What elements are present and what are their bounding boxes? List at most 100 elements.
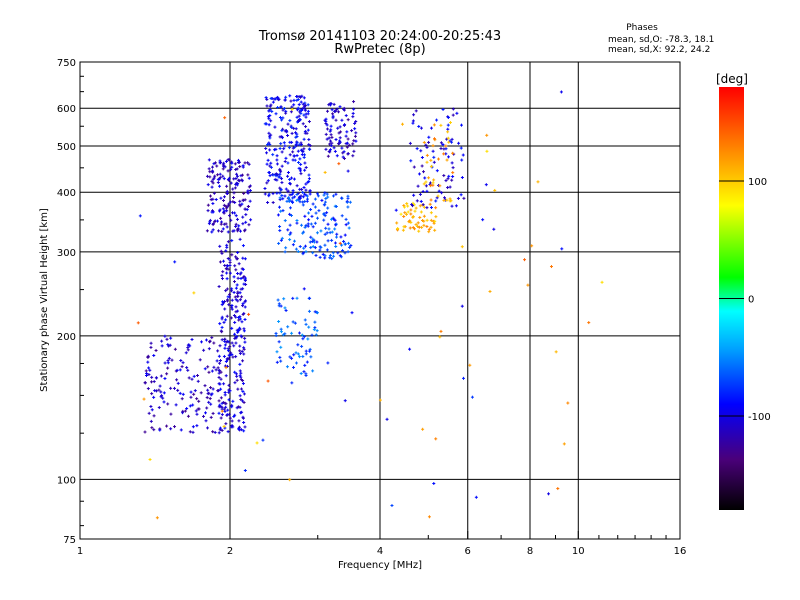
data-point: [236, 178, 240, 182]
data-point: [428, 181, 432, 185]
data-point: [284, 156, 288, 160]
data-point: [268, 108, 272, 112]
data-point: [450, 161, 454, 165]
data-point: [327, 227, 331, 231]
data-point: [314, 211, 318, 215]
data-point: [265, 104, 269, 108]
data-point: [238, 291, 242, 295]
data-point: [401, 122, 405, 126]
data-point: [185, 366, 189, 370]
data-point: [292, 365, 296, 369]
data-point: [150, 375, 154, 379]
data-point: [421, 427, 425, 431]
data-point: [234, 372, 238, 376]
data-point: [228, 258, 232, 262]
data-point: [240, 410, 244, 414]
data-point: [215, 359, 219, 363]
data-point: [225, 206, 229, 210]
data-point: [240, 202, 244, 206]
data-point: [307, 173, 311, 177]
data-point: [283, 160, 287, 164]
data-point: [337, 110, 341, 114]
data-point: [243, 257, 247, 261]
data-point: [276, 105, 280, 109]
data-point: [206, 388, 210, 392]
data-point: [264, 96, 268, 100]
data-point: [240, 320, 244, 324]
data-point: [317, 209, 321, 213]
data-point: [485, 149, 489, 153]
data-point: [236, 299, 240, 303]
data-point: [241, 267, 245, 271]
data-point: [297, 103, 301, 107]
data-point: [220, 413, 224, 417]
data-point: [235, 374, 239, 378]
data-point: [413, 209, 417, 213]
data-point: [218, 172, 222, 176]
data-point: [233, 370, 237, 374]
data-point: [215, 164, 219, 168]
data-point: [289, 110, 293, 114]
data-point: [247, 176, 251, 180]
data-point: [427, 140, 431, 144]
data-point: [333, 109, 337, 113]
data-point: [191, 430, 195, 434]
data-point: [233, 336, 237, 340]
data-point: [160, 394, 164, 398]
data-point: [446, 115, 450, 119]
data-point: [409, 212, 413, 216]
data-point: [218, 382, 222, 386]
data-point: [280, 194, 284, 198]
data-point: [213, 174, 217, 178]
data-point: [173, 425, 177, 429]
data-point: [349, 244, 353, 248]
data-point: [234, 286, 238, 290]
data-point: [163, 377, 167, 381]
data-point: [267, 141, 271, 145]
data-point: [208, 397, 212, 401]
data-point: [325, 192, 329, 196]
data-point: [290, 381, 294, 385]
colorbar-tick-label: 100: [748, 177, 767, 188]
data-point: [241, 399, 245, 403]
data-point: [235, 174, 239, 178]
data-point: [288, 212, 292, 216]
data-point: [298, 157, 302, 161]
data-point: [340, 243, 344, 247]
data-point: [299, 95, 303, 99]
data-point: [278, 355, 282, 359]
data-point: [294, 127, 298, 131]
data-point: [206, 209, 210, 213]
data-point: [213, 220, 217, 224]
data-point: [281, 333, 285, 337]
data-point: [230, 287, 234, 291]
data-point: [222, 164, 226, 168]
data-point: [280, 136, 284, 140]
data-point: [287, 196, 291, 200]
data-point: [429, 164, 433, 168]
data-point: [432, 160, 436, 164]
data-point: [231, 425, 235, 429]
data-point: [225, 413, 229, 417]
data-point: [343, 399, 347, 403]
data-point: [224, 402, 228, 406]
data-point: [278, 196, 282, 200]
data-point: [405, 202, 409, 206]
y-tick-label: 500: [57, 142, 76, 153]
data-point: [226, 349, 230, 353]
data-point: [402, 205, 406, 209]
data-point: [319, 245, 323, 249]
data-point: [409, 220, 413, 224]
data-point: [425, 218, 429, 222]
data-point: [165, 337, 169, 341]
data-point: [321, 252, 325, 256]
data-point: [408, 141, 412, 145]
data-point: [220, 405, 224, 409]
data-point: [202, 348, 206, 352]
data-point: [439, 329, 443, 333]
data-point: [242, 327, 246, 331]
data-point: [335, 154, 339, 158]
x-tick-label: 6: [465, 546, 471, 557]
data-point: [221, 227, 225, 231]
data-point: [295, 141, 299, 145]
